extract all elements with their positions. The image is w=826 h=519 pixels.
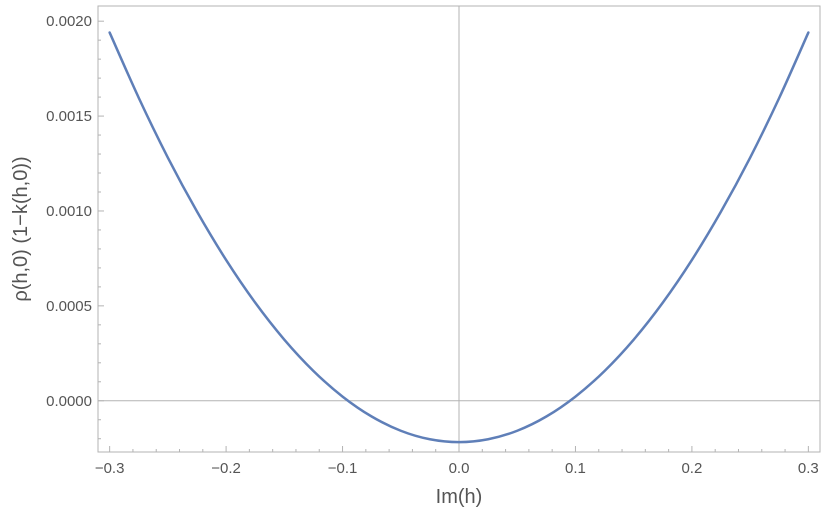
series-line-0 — [108, 31, 810, 444]
y-tick-label: 0.0010 — [46, 203, 92, 220]
x-tick-label: −0.1 — [328, 460, 358, 477]
y-axis-title: ρ(h,0) (1−k(h,0)) — [10, 156, 32, 301]
x-tick-label: 0.3 — [798, 460, 819, 477]
x-axis-ticks: −0.3 −0.2 −0.1 0.0 0.1 0.2 0.3 — [95, 446, 819, 477]
y-tick-label: 0.0000 — [46, 393, 92, 410]
y-tick-label: 0.0005 — [46, 298, 92, 315]
x-tick-label: 0.2 — [681, 460, 702, 477]
series-layer — [108, 31, 810, 444]
x-tick-label: 0.1 — [565, 460, 586, 477]
x-tick-label: 0.0 — [449, 460, 470, 477]
y-axis-ticks: 0.0000 0.0005 0.0010 0.0015 0.0020 — [46, 13, 104, 440]
y-tick-label: 0.0015 — [46, 108, 92, 125]
x-tick-label: −0.3 — [95, 460, 125, 477]
x-axis-title: Im(h) — [436, 486, 483, 508]
x-tick-label: −0.2 — [211, 460, 241, 477]
zero-axes — [98, 6, 820, 452]
y-tick-label: 0.0020 — [46, 13, 92, 30]
